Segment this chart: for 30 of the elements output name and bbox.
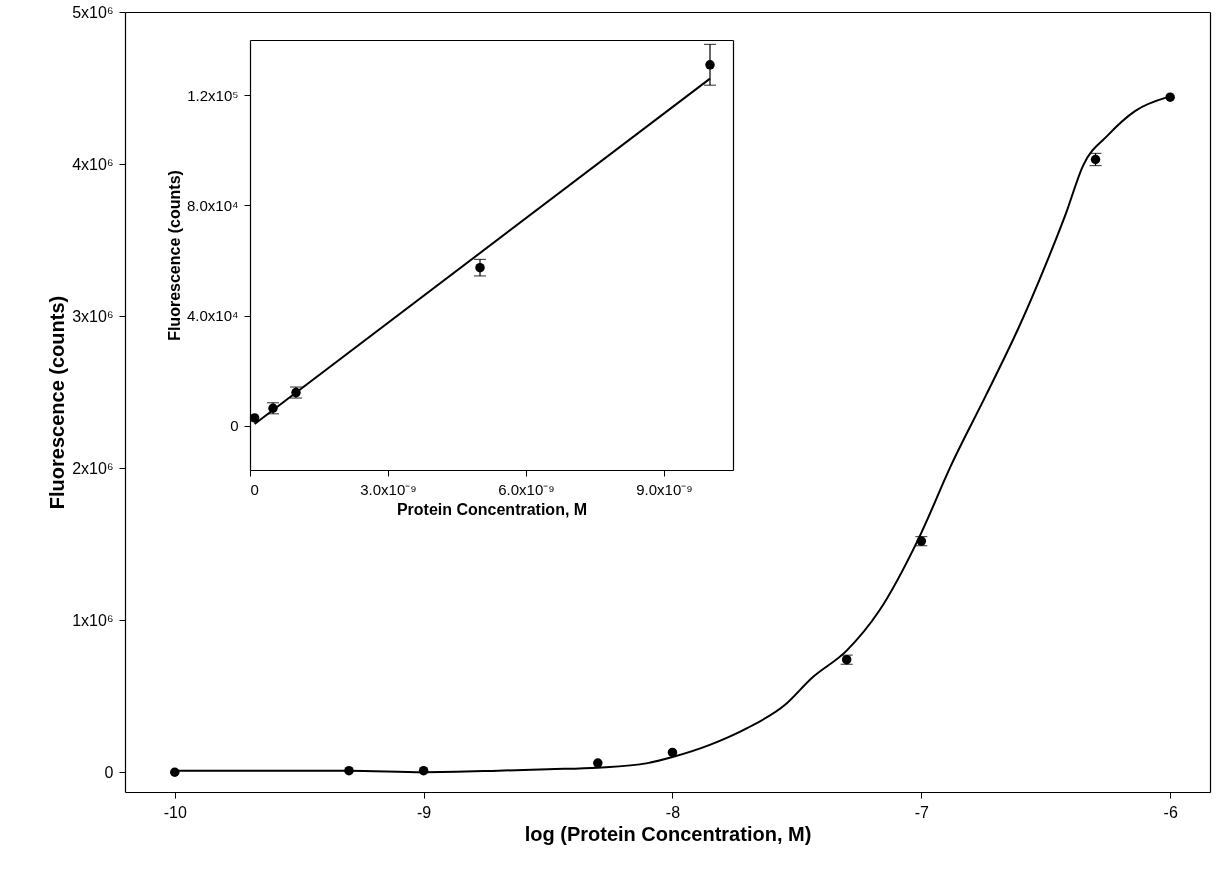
- x-axis-title: Protein Concentration, M: [396, 500, 588, 518]
- x-tick-label: -6: [1163, 803, 1178, 821]
- y-axis-title: Fluorescence (counts): [46, 295, 69, 510]
- y-tick-label: 4x10⁶: [72, 155, 114, 173]
- y-tick-label: 1x10⁶: [72, 611, 114, 629]
- x-tick-label: 0: [250, 480, 259, 498]
- x-tick-label: -8: [665, 803, 681, 821]
- y-tick-label: 8.0x10⁴: [187, 196, 239, 214]
- x-tick-label: -10: [163, 803, 187, 821]
- x-tick-label: 6.0x10⁻⁹: [498, 480, 555, 498]
- x-tick-label: 9.0x10⁻⁹: [636, 480, 693, 498]
- y-tick-label: 0: [230, 417, 239, 435]
- y-tick-label: 0: [104, 763, 114, 781]
- x-axis-title: log (Protein Concentration, M): [524, 822, 812, 845]
- point: [593, 758, 603, 768]
- y-axis-title: Fluorescence (counts): [166, 170, 184, 341]
- y-tick-label: 4.0x10⁴: [187, 307, 239, 325]
- point: [249, 413, 260, 423]
- point: [1165, 92, 1175, 102]
- point: [170, 767, 180, 777]
- point: [667, 747, 678, 758]
- y-tick-label: 2x10⁶: [72, 459, 114, 477]
- y-tick-label: 3x10⁶: [72, 307, 114, 325]
- y-tick-label: 5x10⁶: [72, 3, 114, 21]
- point: [418, 765, 429, 776]
- point: [344, 765, 354, 776]
- y-tick-label: 1.2x10⁵: [187, 86, 239, 104]
- x-tick-label: -7: [914, 803, 930, 821]
- x-tick-label: 3.0x10⁻⁹: [360, 480, 417, 498]
- x-tick-label: -9: [417, 803, 432, 821]
